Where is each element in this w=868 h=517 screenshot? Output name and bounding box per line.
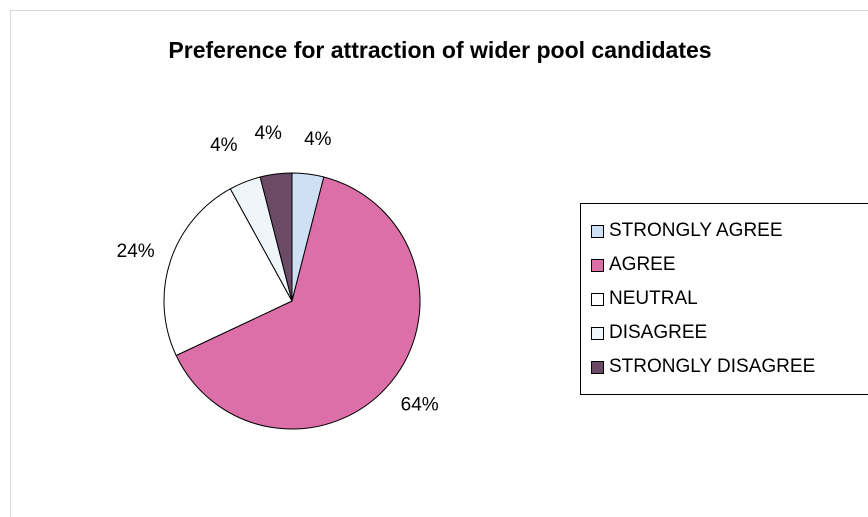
legend-swatch xyxy=(591,326,604,340)
legend-item-strongly-agree: STRONGLY AGREE xyxy=(581,214,868,248)
data-label-disagree: 4% xyxy=(210,135,238,156)
data-label-agree: 64% xyxy=(401,395,439,416)
data-label-strongly-agree: 4% xyxy=(304,129,332,150)
data-label-neutral: 24% xyxy=(117,241,155,262)
pie-slice-neutral xyxy=(163,188,293,357)
legend-item-strongly-disagree: STRONGLY DISAGREE xyxy=(581,350,868,384)
legend-label: DISAGREE xyxy=(609,322,708,343)
legend-item-neutral: NEUTRAL xyxy=(581,282,868,316)
data-label-strongly-disagree: 4% xyxy=(254,123,282,144)
legend-item-disagree: DISAGREE xyxy=(581,316,868,350)
chart-title: Preference for attraction of wider pool … xyxy=(168,37,712,63)
legend-label: NEUTRAL xyxy=(609,288,698,309)
legend-swatch xyxy=(591,224,604,238)
legend-swatch xyxy=(591,360,604,374)
pie-slice-agree xyxy=(175,176,421,430)
legend-swatch xyxy=(591,258,604,272)
legend-item-agree: AGREE xyxy=(581,248,868,282)
legend-label: STRONGLY AGREE xyxy=(609,220,783,241)
pie-slice-strongly-disagree xyxy=(259,172,293,302)
legend: STRONGLY AGREE AGREE NEUTRAL DISAGREE STRONG… xyxy=(580,203,868,395)
legend-swatch xyxy=(591,292,604,306)
legend-label: STRONGLY DISAGREE xyxy=(609,356,816,377)
legend-label: AGREE xyxy=(609,254,676,275)
